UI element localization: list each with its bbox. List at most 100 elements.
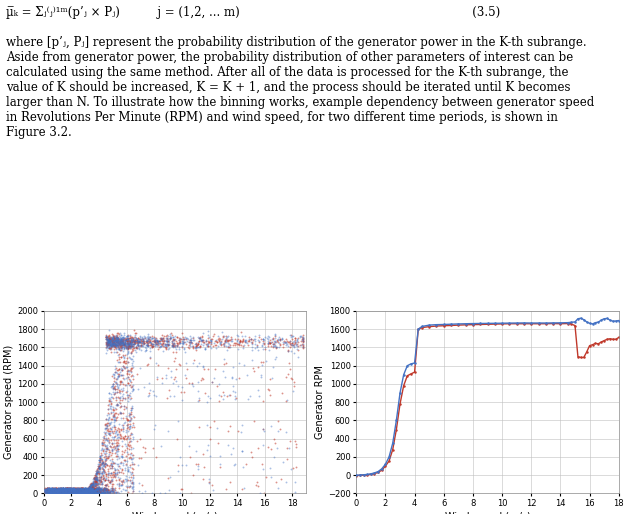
Point [58, 487, 68, 495]
Point [204, 338, 214, 346]
Point [56, 488, 66, 496]
Point [53, 489, 63, 497]
Point [136, 340, 146, 348]
Point [64, 485, 74, 493]
Point [109, 421, 119, 429]
Point [66, 486, 76, 494]
Point [232, 340, 242, 348]
Point [51, 487, 61, 495]
Point [109, 373, 119, 381]
Point [82, 486, 92, 494]
Point [105, 488, 115, 496]
Point [50, 484, 60, 492]
Point [64, 490, 74, 499]
Point [102, 486, 112, 494]
Point [52, 485, 62, 493]
Point [74, 487, 84, 495]
Point [299, 343, 309, 352]
Point [58, 485, 68, 493]
Point [58, 488, 68, 497]
Point [105, 442, 115, 450]
Point [46, 488, 56, 496]
Point [168, 347, 178, 356]
Point [42, 489, 52, 498]
Point [48, 484, 58, 492]
Point [126, 408, 136, 416]
Point [71, 487, 81, 495]
Point [80, 487, 90, 495]
Point [74, 486, 84, 494]
Point [210, 337, 220, 345]
Point [88, 487, 98, 495]
Point [43, 486, 53, 494]
Point [95, 457, 105, 466]
Point [58, 484, 68, 492]
Point [68, 490, 78, 499]
Point [191, 340, 201, 348]
Point [86, 481, 96, 489]
Point [78, 488, 88, 497]
Point [78, 488, 88, 497]
Point [62, 489, 72, 498]
Point [95, 467, 105, 475]
Point [84, 485, 94, 493]
Point [53, 485, 63, 493]
Point [116, 334, 126, 342]
Point [109, 486, 119, 494]
Point [126, 340, 136, 348]
Point [263, 332, 273, 340]
Point [167, 341, 177, 350]
Point [262, 339, 272, 347]
Point [98, 467, 107, 475]
Point [41, 489, 51, 497]
Point [56, 486, 66, 494]
Point [49, 489, 59, 498]
Point [52, 486, 62, 494]
Point [254, 333, 264, 341]
Point [42, 485, 52, 493]
Point [122, 345, 132, 354]
Point [46, 486, 56, 494]
Point [114, 344, 124, 352]
Point [61, 489, 71, 498]
Point [57, 486, 67, 494]
Point [83, 488, 93, 497]
Point [89, 485, 99, 493]
Point [57, 489, 67, 498]
Point [239, 336, 249, 344]
Point [271, 478, 281, 486]
Point [131, 343, 141, 351]
Point [102, 470, 112, 479]
Point [261, 356, 271, 364]
Point [141, 346, 151, 354]
Point [82, 484, 92, 492]
Point [96, 464, 106, 472]
Point [82, 485, 92, 493]
Point [102, 443, 112, 451]
Point [64, 485, 74, 493]
Point [62, 487, 72, 495]
Point [54, 486, 64, 494]
Point [122, 457, 132, 465]
Point [107, 428, 117, 436]
Point [162, 334, 172, 342]
Point [114, 403, 124, 411]
Point [43, 487, 53, 495]
Point [142, 392, 152, 400]
Point [175, 489, 185, 497]
Point [110, 443, 120, 451]
Point [78, 490, 88, 498]
Point [57, 484, 67, 492]
Point [104, 429, 114, 437]
Point [114, 372, 124, 380]
Point [61, 489, 71, 498]
Point [46, 488, 56, 497]
Point [66, 487, 76, 495]
Point [46, 484, 56, 492]
Point [49, 488, 59, 496]
Point [54, 489, 64, 497]
Point [131, 335, 141, 343]
Point [83, 489, 93, 497]
Point [132, 337, 142, 345]
Point [104, 343, 114, 351]
